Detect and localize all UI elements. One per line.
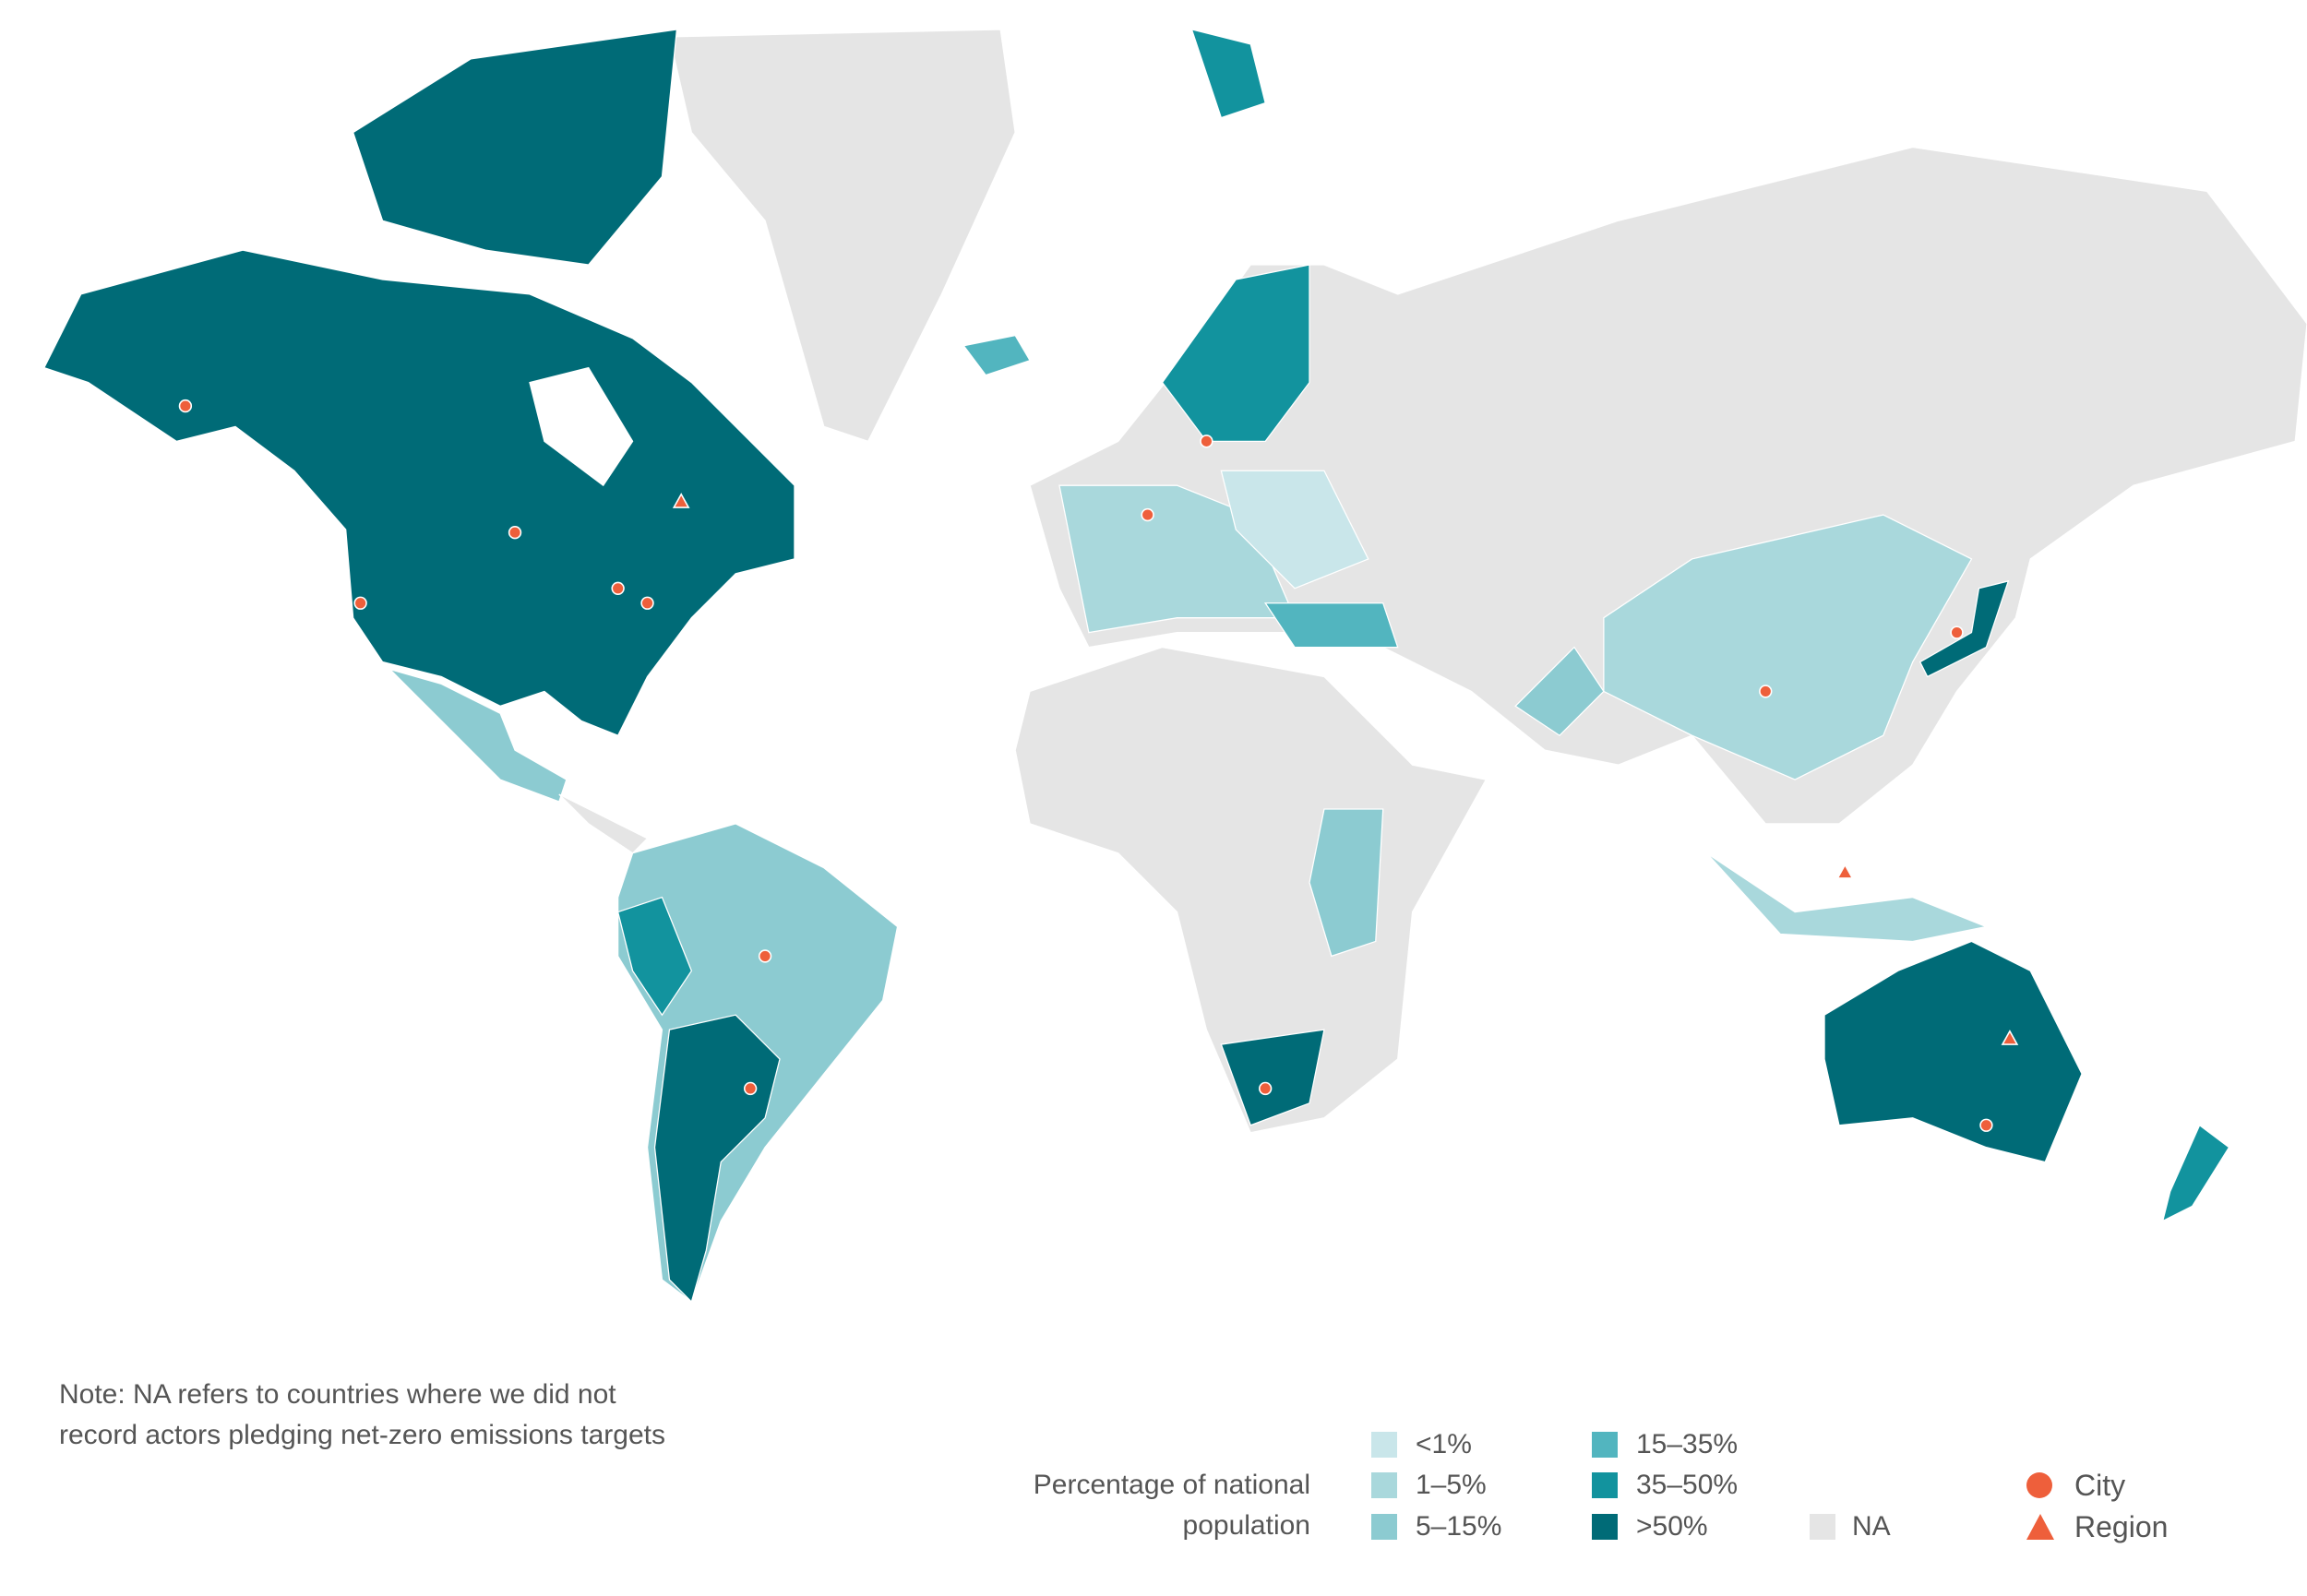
legend-label: Region — [2074, 1510, 2169, 1543]
city-marker — [640, 596, 654, 610]
markers — [178, 399, 2019, 1132]
region-marker — [672, 493, 690, 508]
city-marker — [353, 596, 367, 610]
new-zealand — [2161, 1124, 2230, 1222]
legend-swatch — [1810, 1514, 1835, 1540]
africa — [1014, 646, 1488, 1134]
note: Note: NA refers to countries where we di… — [59, 1379, 665, 1450]
china — [1603, 514, 1973, 780]
mexico — [388, 668, 568, 803]
city-marker — [1200, 435, 1213, 448]
turkey — [1263, 602, 1399, 649]
city-marker — [758, 949, 772, 963]
city-marker — [1258, 1081, 1273, 1096]
city-marker — [611, 581, 625, 595]
indonesia — [1706, 852, 1989, 943]
city-legend-marker — [2026, 1472, 2052, 1498]
city-marker — [743, 1081, 758, 1096]
legend-label: 1–5% — [1416, 1470, 1487, 1500]
hudson-bay — [529, 366, 634, 487]
iceland — [962, 334, 1032, 376]
east-africa — [1309, 808, 1384, 958]
arctic-islands — [352, 29, 678, 266]
legend-label: City — [2074, 1469, 2126, 1502]
greenland — [668, 29, 1016, 443]
legend-swatch — [1592, 1472, 1618, 1498]
city-marker — [1759, 685, 1773, 698]
region-marker — [2001, 1030, 2019, 1045]
central-america — [558, 793, 649, 854]
south-africa — [1220, 1029, 1325, 1126]
city-marker — [1979, 1118, 1993, 1132]
city-marker — [508, 526, 522, 540]
city-marker — [1141, 507, 1154, 522]
legend-label: NA — [1852, 1511, 1891, 1542]
argentina-chile — [653, 1014, 781, 1304]
legend-label: <1% — [1416, 1429, 1472, 1459]
legend-swatch — [1371, 1472, 1397, 1498]
legend-label: 15–35% — [1636, 1429, 1739, 1459]
japan — [1919, 579, 2010, 678]
region-marker — [1836, 863, 1854, 879]
australia — [1823, 940, 2083, 1163]
svalbard — [1190, 29, 1266, 119]
legend-title: Percentage of national population — [1033, 1470, 1310, 1541]
city-marker — [178, 399, 193, 413]
pakistan — [1514, 646, 1605, 737]
countries — [42, 29, 2307, 1304]
legend-swatch — [1592, 1514, 1618, 1540]
legend-label: 35–50% — [1636, 1470, 1739, 1500]
legend-label: >50% — [1636, 1511, 1708, 1542]
peru — [616, 896, 693, 1017]
city-marker — [1950, 625, 1964, 639]
region-legend-marker — [2026, 1514, 2054, 1540]
legend-swatch — [1592, 1432, 1618, 1458]
eastern-europe — [1220, 470, 1369, 590]
legend-swatch — [1371, 1432, 1397, 1458]
legend-swatch — [1371, 1514, 1397, 1540]
legend-label: 5–15% — [1416, 1511, 1502, 1542]
canada-usa — [42, 249, 795, 737]
